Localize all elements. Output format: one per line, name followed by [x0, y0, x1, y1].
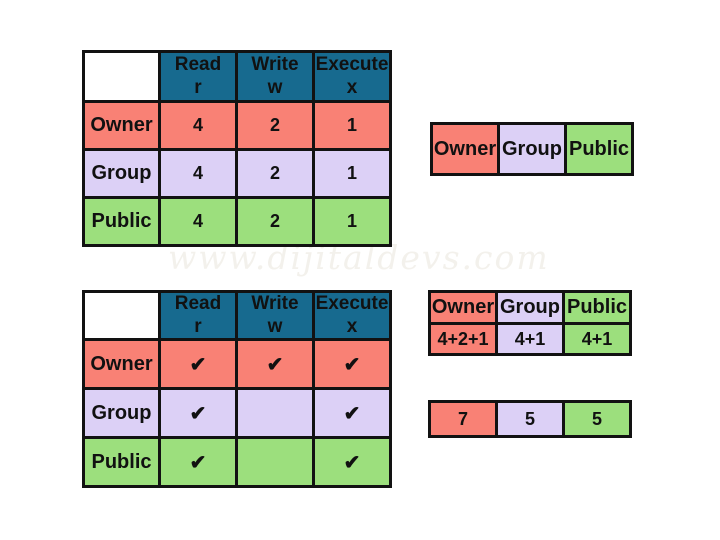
calc-value-owner: 4+2+1: [428, 322, 498, 356]
column-header-write: Write w: [235, 50, 315, 103]
calc-values-row: 4+2+1 4+1 4+1: [428, 322, 632, 356]
column-title: Execute: [315, 293, 389, 315]
value-cell-owner-execute: 1: [312, 100, 392, 151]
calc-header-owner: Owner: [428, 290, 498, 325]
table-row-public: Public ✔ ✔: [82, 436, 392, 488]
check-cell-owner-write: ✔: [235, 338, 315, 390]
check-cell-owner-execute: ✔: [312, 338, 392, 390]
calc-value-group: 4+1: [495, 322, 565, 356]
column-header-write: Write w: [235, 290, 315, 341]
result-cell-owner: 7: [428, 400, 498, 438]
table-header-row: Read r Write w Execute x: [82, 50, 392, 103]
check-cell-public-write: [235, 436, 315, 488]
result-cell-public: 5: [562, 400, 632, 438]
column-code: w: [267, 76, 283, 98]
column-title: Write: [251, 293, 299, 315]
column-title: Execute: [315, 54, 389, 76]
table-header-row: Read r Write w Execute x: [82, 290, 392, 341]
column-header-execute: Execute x: [312, 290, 392, 341]
strip-row: Owner Group Public: [430, 122, 634, 176]
strip-cell-public: Public: [564, 122, 634, 176]
table-row-group: Group 4 2 1: [82, 148, 392, 199]
corner-spacer: [82, 50, 161, 103]
table-row-owner: Owner 4 2 1: [82, 100, 392, 151]
table-row-owner: Owner ✔ ✔ ✔: [82, 338, 392, 390]
column-code: x: [346, 76, 358, 98]
corner-spacer: [82, 290, 161, 341]
check-cell-owner-read: ✔: [158, 338, 238, 390]
value-cell-group-execute: 1: [312, 148, 392, 199]
octal-result-strip: 7 5 5: [428, 400, 632, 438]
check-cell-group-execute: ✔: [312, 387, 392, 439]
column-title: Read: [174, 54, 222, 76]
strip-cell-owner: Owner: [430, 122, 500, 176]
column-title: Read: [174, 293, 222, 315]
calc-header-public: Public: [562, 290, 632, 325]
value-cell-group-read: 4: [158, 148, 238, 199]
calc-header-row: Owner Group Public: [428, 290, 632, 325]
calc-header-group: Group: [495, 290, 565, 325]
value-cell-owner-read: 4: [158, 100, 238, 151]
row-label-owner: Owner: [82, 338, 161, 390]
value-cell-public-write: 2: [235, 196, 315, 247]
column-code: w: [267, 315, 283, 337]
result-cell-group: 5: [495, 400, 565, 438]
granted-permissions-table: Read r Write w Execute x Owner ✔ ✔ ✔ Gro…: [82, 290, 392, 488]
row-label-public: Public: [82, 196, 161, 247]
calc-value-public: 4+1: [562, 322, 632, 356]
column-code: r: [194, 315, 202, 337]
row-label-group: Group: [82, 387, 161, 439]
result-row: 7 5 5: [428, 400, 632, 438]
strip-cell-group: Group: [497, 122, 567, 176]
check-cell-group-write: [235, 387, 315, 439]
value-cell-public-execute: 1: [312, 196, 392, 247]
check-cell-public-read: ✔: [158, 436, 238, 488]
value-cell-owner-write: 2: [235, 100, 315, 151]
column-title: Write: [251, 54, 299, 76]
row-label-group: Group: [82, 148, 161, 199]
check-cell-group-read: ✔: [158, 387, 238, 439]
row-label-owner: Owner: [82, 100, 161, 151]
column-header-execute: Execute x: [312, 50, 392, 103]
column-header-read: Read r: [158, 290, 238, 341]
user-classes-strip: Owner Group Public: [430, 122, 634, 176]
table-row-public: Public 4 2 1: [82, 196, 392, 247]
octal-values-table: Read r Write w Execute x Owner 4 2 1 Gro…: [82, 50, 392, 247]
column-code: r: [194, 76, 202, 98]
column-header-read: Read r: [158, 50, 238, 103]
value-cell-public-read: 4: [158, 196, 238, 247]
table-row-group: Group ✔ ✔: [82, 387, 392, 439]
octal-sum-table: Owner Group Public 4+2+1 4+1 4+1: [428, 290, 632, 356]
value-cell-group-write: 2: [235, 148, 315, 199]
check-cell-public-execute: ✔: [312, 436, 392, 488]
column-code: x: [346, 315, 358, 337]
row-label-public: Public: [82, 436, 161, 488]
